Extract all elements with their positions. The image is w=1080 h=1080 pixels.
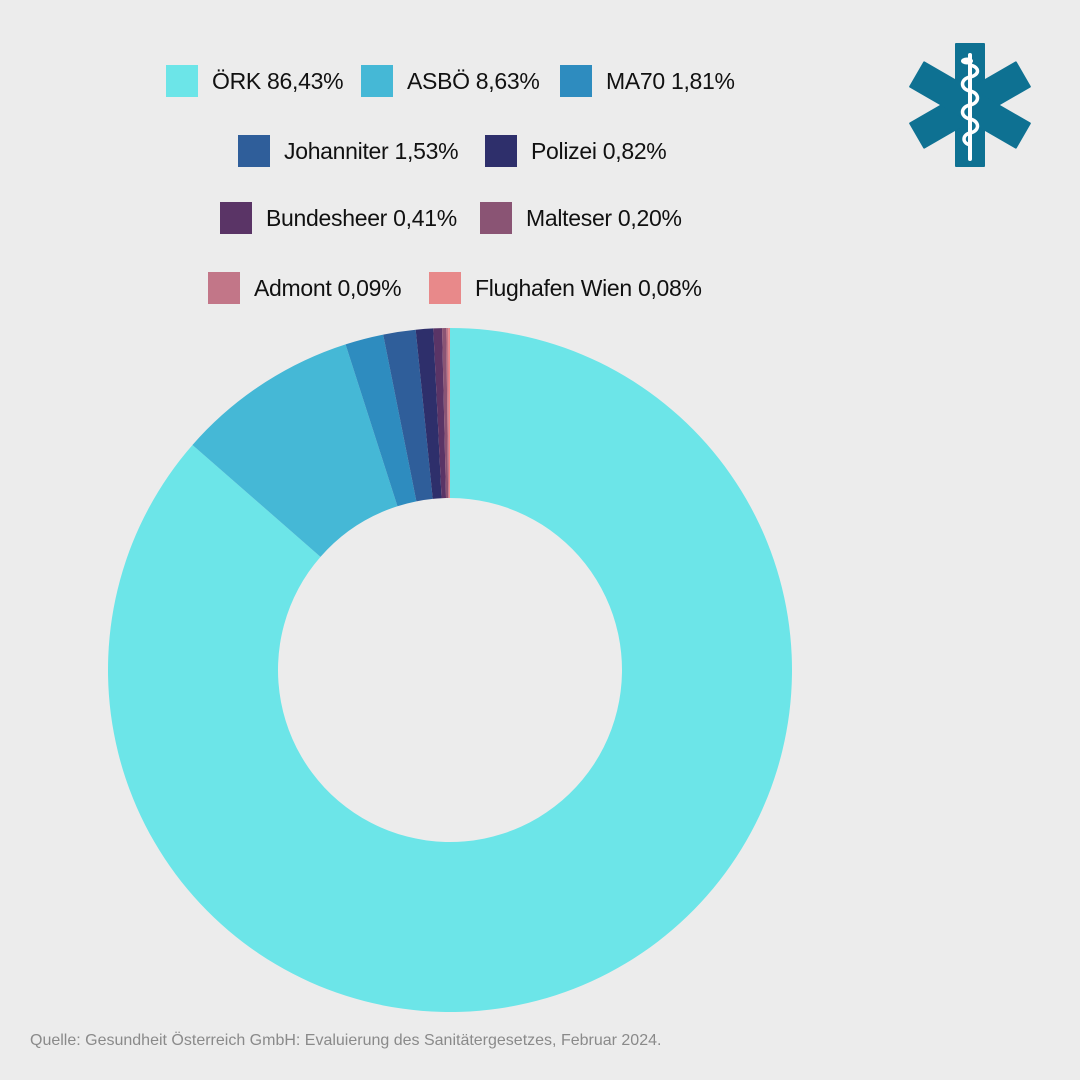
- legend-row: ÖRK 86,43% ASBÖ 8,63% MA70 1,81%: [0, 61, 900, 101]
- legend-swatch: [361, 65, 393, 97]
- legend-swatch: [560, 65, 592, 97]
- legend-item-malteser: Malteser 0,20%: [480, 198, 682, 238]
- donut-slices: [107, 328, 793, 1013]
- legend-swatch: [220, 202, 252, 234]
- donut-slice--rk: [107, 328, 793, 1013]
- donut-slice-johanniter: [383, 329, 433, 502]
- legend-swatch: [166, 65, 198, 97]
- donut-slice-polizei: [415, 328, 442, 499]
- donut-slice-ma70: [345, 334, 417, 507]
- legend-row: Johanniter 1,53% Polizei 0,82%: [0, 131, 900, 171]
- legend-row: Bundesheer 0,41% Malteser 0,20%: [0, 198, 900, 238]
- legend-swatch: [480, 202, 512, 234]
- legend-swatch: [208, 272, 240, 304]
- donut-slice-bundesheer: [433, 328, 447, 499]
- legend-item-bundesheer: Bundesheer 0,41%: [220, 198, 457, 238]
- legend-label: Flughafen Wien 0,08%: [475, 274, 702, 301]
- legend-label: Bundesheer 0,41%: [266, 204, 457, 231]
- legend-item-admont: Admont 0,09%: [208, 268, 402, 308]
- legend-label: Polizei 0,82%: [531, 137, 667, 164]
- legend-swatch: [238, 135, 270, 167]
- legend-label: Malteser 0,20%: [526, 204, 682, 231]
- legend-item-johanniter: Johanniter 1,53%: [238, 131, 459, 171]
- legend-item-ma70: MA70 1,81%: [560, 61, 735, 101]
- legend-swatch: [429, 272, 461, 304]
- legend-label: Johanniter 1,53%: [284, 137, 459, 164]
- legend-swatch: [485, 135, 517, 167]
- source-note: Quelle: Gesundheit Österreich GmbH: Eval…: [30, 1032, 662, 1049]
- legend-label: Admont 0,09%: [254, 274, 402, 301]
- legend-label: MA70 1,81%: [606, 67, 735, 94]
- donut-slice-asb-: [192, 344, 398, 557]
- legend-label: ÖRK 86,43%: [212, 67, 344, 94]
- donut-slice-flughafen-wien: [448, 328, 450, 499]
- donut-slice-malteser: [442, 328, 449, 499]
- star-of-life-icon: [909, 43, 1031, 167]
- legend-item-asboe: ASBÖ 8,63%: [361, 61, 540, 101]
- legend-label: ASBÖ 8,63%: [407, 67, 540, 94]
- donut-slice-admont: [446, 328, 450, 499]
- staff-of-asclepius-icon: [960, 53, 980, 161]
- legend-item-polizei: Polizei 0,82%: [485, 131, 667, 171]
- legend-row: Admont 0,09% Flughafen Wien 0,08%: [0, 268, 900, 308]
- legend-item-oerk: ÖRK 86,43%: [166, 61, 344, 101]
- legend-item-flughafen-wien: Flughafen Wien 0,08%: [429, 268, 702, 308]
